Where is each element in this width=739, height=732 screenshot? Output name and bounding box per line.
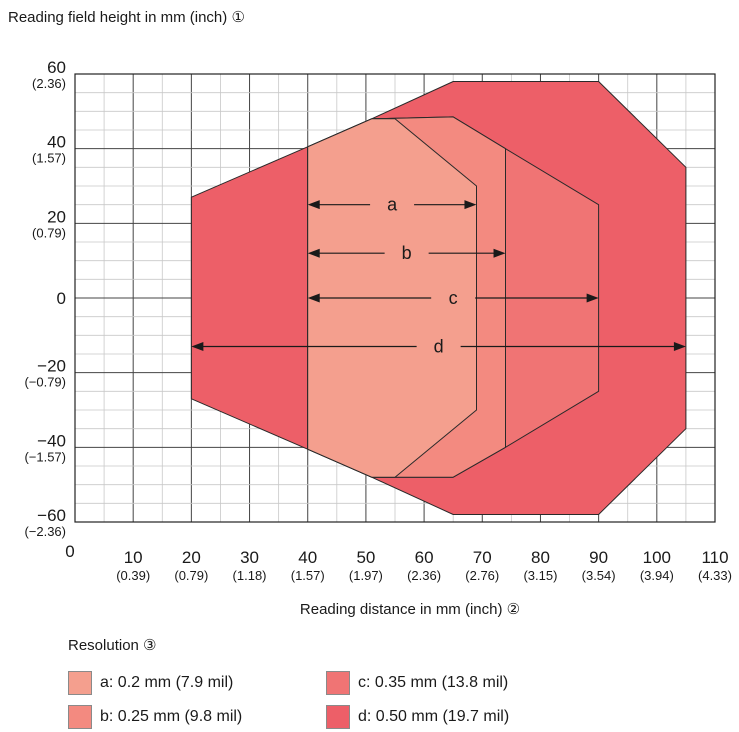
arrowhead-left-b	[307, 248, 320, 258]
x-tick-sublabel: (3.94)	[640, 568, 674, 583]
x-tick-sublabel: (2.76)	[465, 568, 499, 583]
x-tick-label: 30	[240, 548, 259, 567]
x-tick-label: 90	[589, 548, 608, 567]
legend-title: Resolution ③	[68, 637, 157, 654]
legend: Resolution ③ a: 0.2 mm (7.9 mil) b: 0.25…	[68, 636, 628, 732]
y-tick-label: 20	[47, 207, 66, 226]
legend-item-a: a: 0.2 mm (7.9 mil)	[68, 670, 233, 696]
dimension-label-c: c	[449, 288, 458, 308]
y-tick-sublabel: (1.57)	[32, 151, 66, 166]
x-tick-sublabel: (1.57)	[291, 568, 325, 583]
arrowhead-left-d	[191, 342, 204, 352]
reading-field-chart: Reading field height in mm (inch) ① a b c d…	[8, 9, 732, 618]
legend-swatch-a	[68, 671, 92, 695]
x-tick-sublabel: (3.54)	[582, 568, 616, 583]
arrowhead-right-d	[673, 342, 686, 352]
x-tick-sublabel: (4.33)	[698, 568, 732, 583]
legend-label-a: a: 0.2 mm (7.9 mil)	[100, 674, 234, 691]
x-tick-sublabel: (2.36)	[407, 568, 441, 583]
plot-frame	[74, 73, 716, 523]
y-tick-sublabel: (0.79)	[32, 225, 66, 240]
arrowhead-right-a	[464, 200, 477, 210]
dimension-label-a: a	[387, 195, 398, 215]
dimension-arrows: a b c d	[191, 195, 686, 357]
y-tick-sublabel: (−1.57)	[24, 449, 66, 464]
y-tick-label: 40	[47, 133, 66, 152]
x-tick-label: 50	[356, 548, 375, 567]
x-tick-label: 110	[701, 548, 728, 567]
x-tick-label: 40	[298, 548, 317, 567]
y-tick-label: 60	[47, 58, 66, 77]
x-tick-label: 80	[531, 548, 550, 567]
x-tick-sublabel: (3.15)	[523, 568, 557, 583]
dimension-label-d: d	[434, 337, 444, 357]
legend-item-d: d: 0.50 mm (19.7 mil)	[326, 704, 509, 730]
y-axis-title: Reading field height in mm (inch) ①	[8, 9, 245, 26]
legend-label-d: d: 0.50 mm (19.7 mil)	[358, 708, 510, 725]
legend-item-b: b: 0.25 mm (9.8 mil)	[68, 704, 242, 730]
legend-swatch-d	[326, 705, 350, 729]
x-tick-sublabel: (0.79)	[174, 568, 208, 583]
arrowhead-right-c	[586, 293, 599, 303]
x-tick-sublabel: (0.39)	[116, 568, 150, 583]
y-tick-label: −60	[37, 506, 66, 525]
y-tick-label: −20	[37, 357, 66, 376]
y-tick-sublabel: (2.36)	[32, 76, 66, 91]
legend-swatch-b	[68, 705, 92, 729]
x-tick-label: 20	[182, 548, 201, 567]
y-tick-sublabel: (−2.36)	[24, 524, 66, 539]
x-axis-ticks: 0 10(0.39) 20(0.79) 30(1.18) 40(1.57) 50(1.97…	[65, 542, 732, 583]
x-tick-label: 0	[65, 542, 74, 561]
dimension-label-b: b	[402, 243, 412, 263]
y-axis-ticks: 60(2.36)40(1.57)20(0.79)0−20(−0.79)−40(−…	[24, 58, 66, 539]
arrowhead-left-a	[307, 200, 320, 210]
x-axis-title: Reading distance in mm (inch) ②	[300, 601, 520, 618]
legend-swatch-c	[326, 671, 350, 695]
arrowhead-left-c	[307, 293, 320, 303]
legend-label-c: c: 0.35 mm (13.8 mil)	[358, 674, 509, 691]
x-tick-sublabel: (1.97)	[349, 568, 383, 583]
x-tick-sublabel: (1.18)	[233, 568, 267, 583]
x-tick-label: 70	[473, 548, 492, 567]
x-tick-label: 100	[643, 548, 671, 567]
y-tick-label: 0	[57, 289, 66, 308]
legend-label-b: b: 0.25 mm (9.8 mil)	[100, 708, 243, 725]
legend-item-c: c: 0.35 mm (13.8 mil)	[326, 670, 508, 696]
x-tick-label: 60	[415, 548, 434, 567]
y-tick-label: −40	[37, 431, 66, 450]
arrowhead-right-b	[493, 248, 506, 258]
field-areas	[190, 81, 687, 515]
y-tick-sublabel: (−0.79)	[24, 375, 66, 390]
x-tick-label: 10	[124, 548, 143, 567]
